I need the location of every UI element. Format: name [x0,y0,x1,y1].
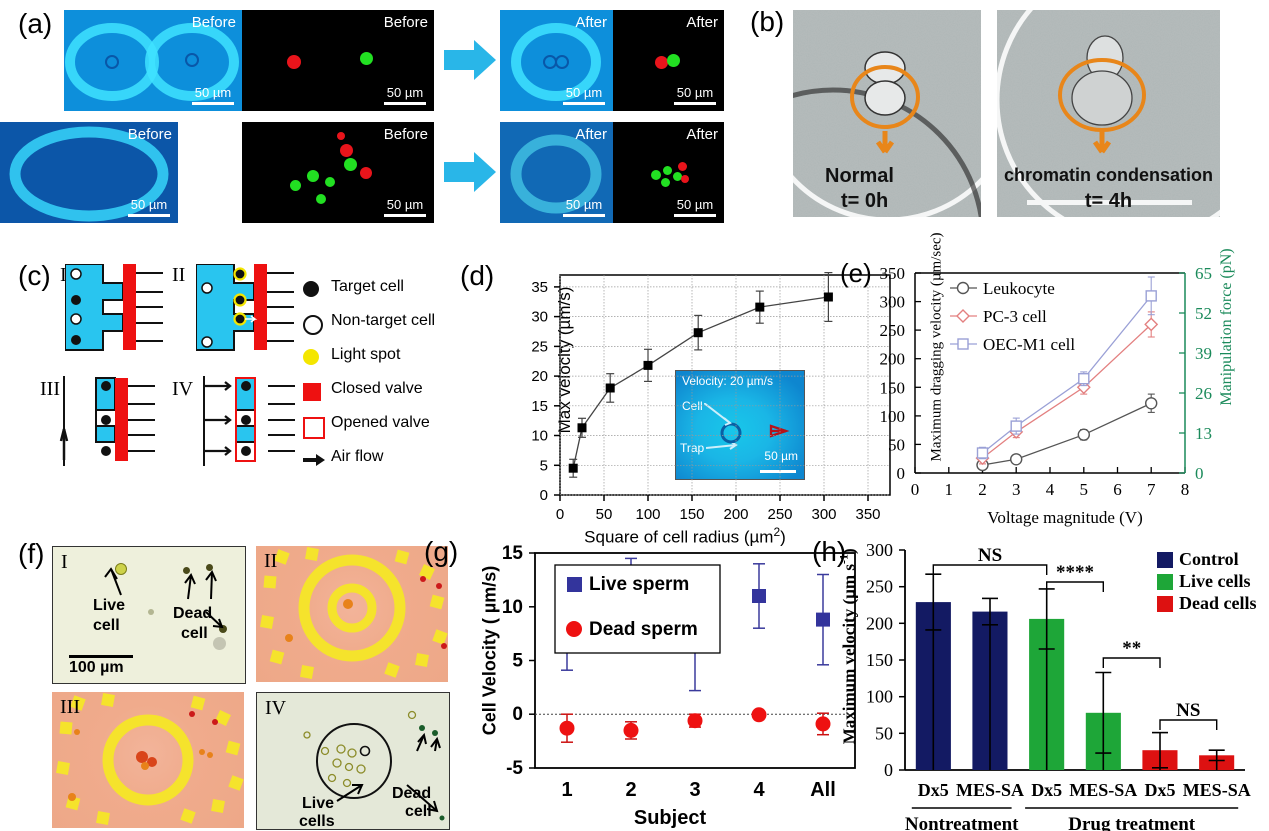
svg-text:150: 150 [866,650,893,670]
svg-text:3: 3 [1012,480,1021,499]
svg-text:0: 0 [512,704,523,725]
svg-text:3: 3 [689,779,700,801]
svg-text:250: 250 [880,321,906,340]
svg-text:250: 250 [866,577,893,597]
svg-text:10: 10 [531,428,548,445]
svg-text:50: 50 [888,435,905,454]
svg-text:Live sperm: Live sperm [589,574,689,595]
svg-text:52: 52 [1195,304,1212,323]
svg-text:**: ** [1122,638,1141,659]
svg-text:4: 4 [753,779,765,801]
svg-text:0: 0 [884,760,893,780]
svg-text:150: 150 [679,506,704,523]
svg-text:****: **** [1056,562,1094,583]
svg-text:25: 25 [531,338,548,355]
svg-text:Leukocyte: Leukocyte [983,279,1055,298]
svg-text:15: 15 [502,543,524,564]
svg-text:0: 0 [911,480,920,499]
svg-text:Live cells: Live cells [1179,571,1250,591]
svg-text:5: 5 [1080,480,1089,499]
svg-text:MES-SA: MES-SA [956,780,1024,800]
svg-text:13: 13 [1195,424,1212,443]
svg-text:NS: NS [1176,700,1200,721]
svg-text:0: 0 [540,487,548,504]
svg-text:Dx5: Dx5 [918,780,949,800]
svg-text:NS: NS [978,545,1002,566]
svg-text:Dead sperm: Dead sperm [589,619,698,640]
svg-text:350: 350 [880,264,906,283]
svg-text:0: 0 [897,464,906,483]
svg-text:100: 100 [880,407,906,426]
svg-text:250: 250 [767,506,792,523]
svg-text:Drug treatment: Drug treatment [1068,814,1195,831]
svg-text:35: 35 [531,279,548,296]
svg-text:100: 100 [635,506,660,523]
svg-text:8: 8 [1181,480,1190,499]
svg-text:1: 1 [561,779,572,801]
svg-text:200: 200 [723,506,748,523]
svg-text:100: 100 [866,687,893,707]
svg-text:20: 20 [531,368,548,385]
svg-text:7: 7 [1147,480,1156,499]
svg-text:MES-SA: MES-SA [1183,780,1251,800]
svg-text:Dead cells: Dead cells [1179,593,1256,613]
svg-text:300: 300 [880,293,906,312]
svg-text:PC-3 cell: PC-3 cell [983,307,1047,326]
svg-text:5: 5 [512,651,523,672]
svg-text:150: 150 [880,378,906,397]
svg-text:Control: Control [1179,549,1239,569]
svg-text:300: 300 [866,540,893,560]
svg-text:15: 15 [531,398,548,415]
svg-text:200: 200 [866,613,893,633]
svg-text:1: 1 [945,480,954,499]
svg-text:50: 50 [596,506,613,523]
svg-text:Nontreatment: Nontreatment [905,814,1019,831]
svg-text:0: 0 [556,506,564,523]
svg-text:0: 0 [1195,464,1204,483]
svg-text:Dx5: Dx5 [1145,780,1176,800]
svg-text:26: 26 [1195,384,1212,403]
svg-text:50: 50 [875,723,893,743]
svg-text:2: 2 [978,480,987,499]
svg-text:2: 2 [625,779,636,801]
svg-text:39: 39 [1195,344,1212,363]
svg-text:65: 65 [1195,264,1212,283]
svg-text:MES-SA: MES-SA [1069,780,1137,800]
svg-text:6: 6 [1113,480,1122,499]
svg-text:200: 200 [880,350,906,369]
svg-text:4: 4 [1046,480,1055,499]
svg-text:30: 30 [531,309,548,326]
svg-text:5: 5 [540,457,548,474]
svg-text:10: 10 [502,597,523,618]
svg-text:Dx5: Dx5 [1031,780,1062,800]
svg-text:-5: -5 [506,758,523,779]
svg-text:OEC-M1 cell: OEC-M1 cell [983,335,1075,354]
